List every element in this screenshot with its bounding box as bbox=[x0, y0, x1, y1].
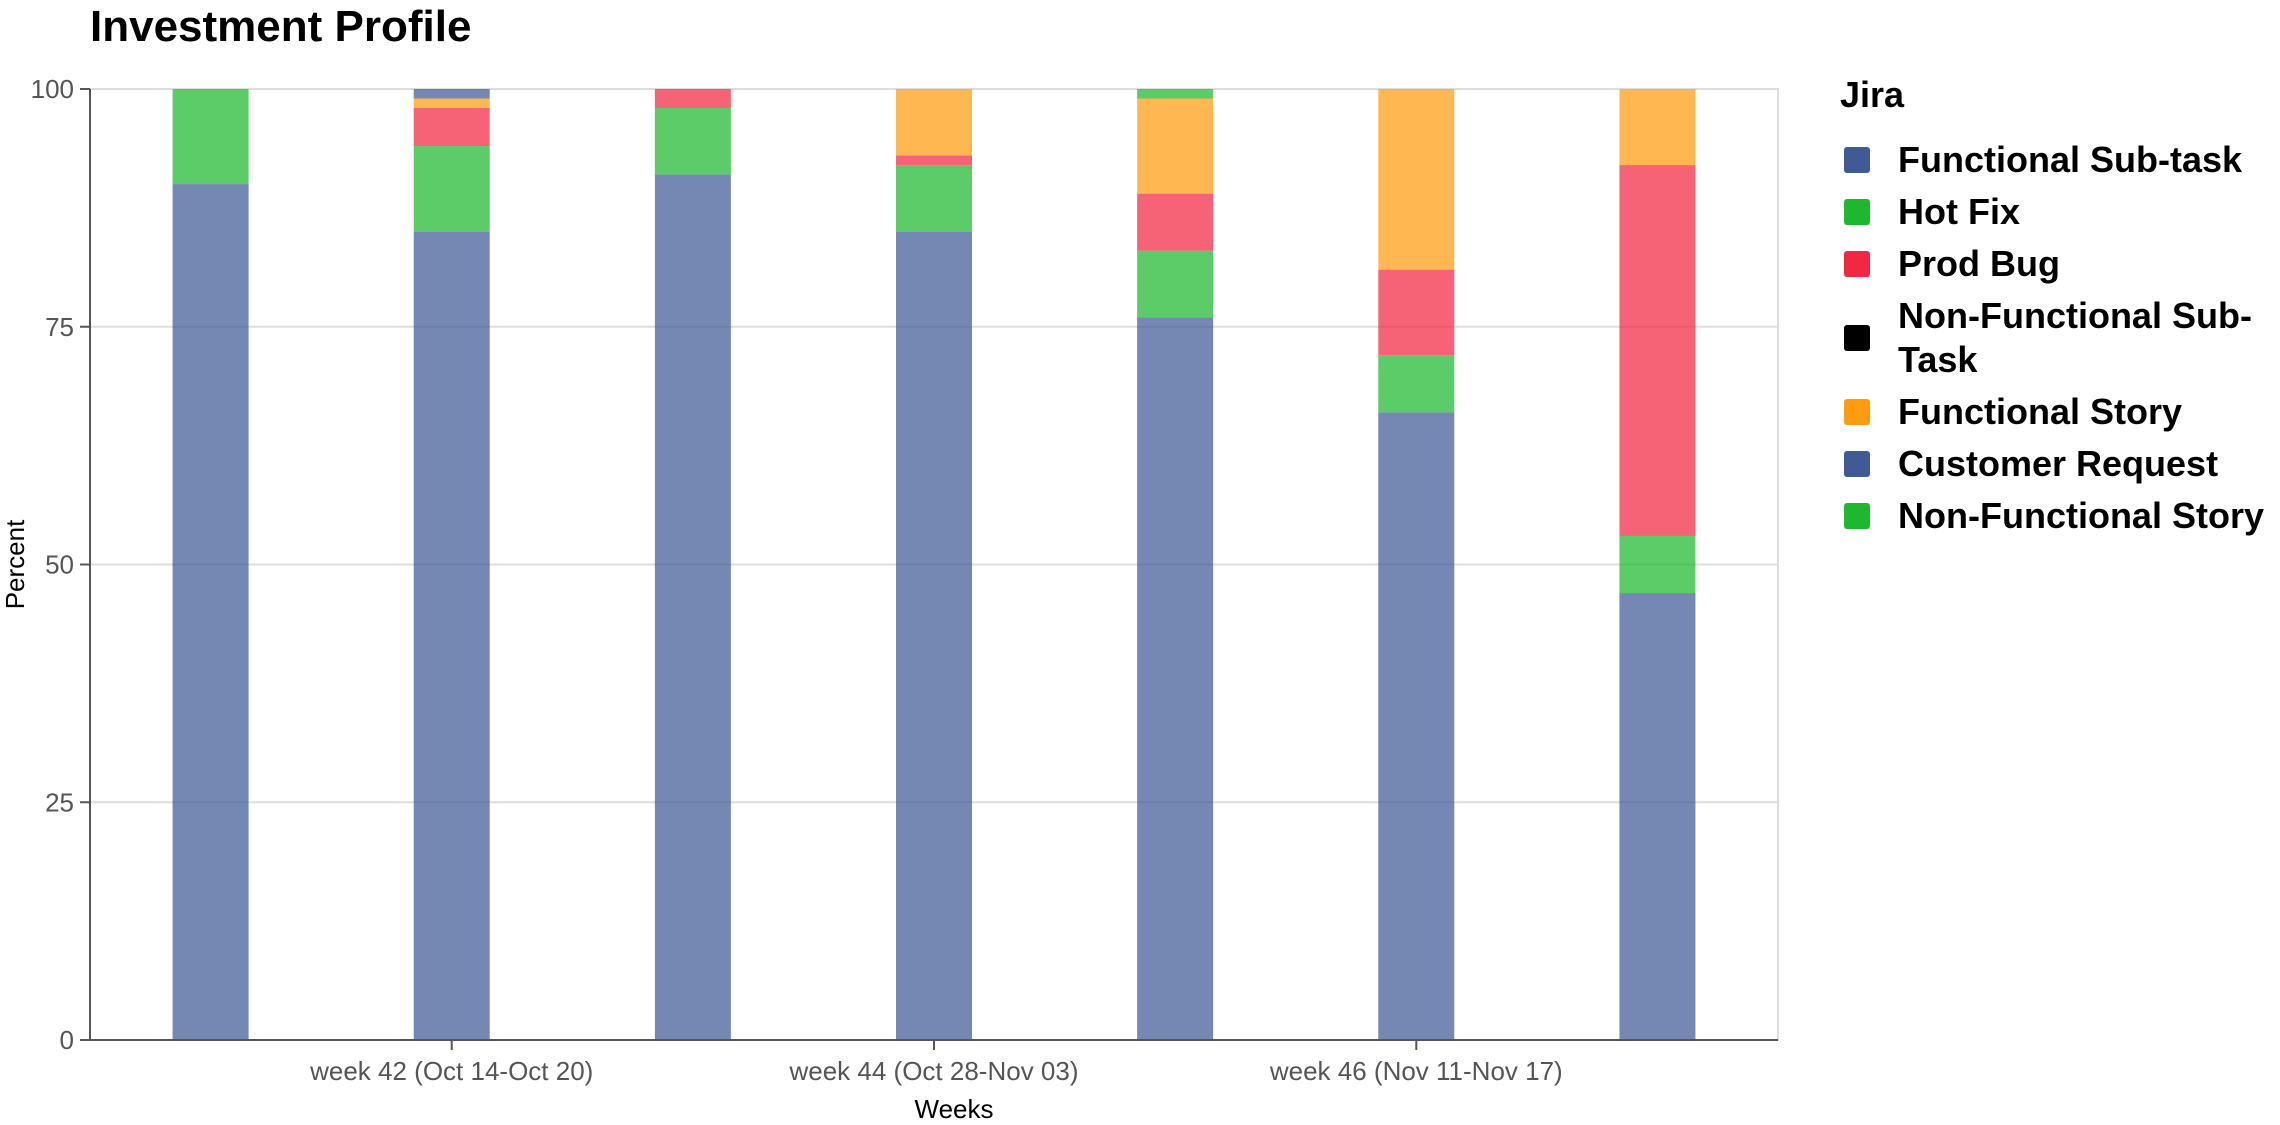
legend-label: Non-Functional Sub-Task bbox=[1898, 295, 2252, 380]
legend-label: Non-Functional Story bbox=[1898, 495, 2264, 536]
bar-segment-hot-fix bbox=[172, 89, 249, 185]
y-tick-label: 25 bbox=[45, 787, 74, 817]
legend-item: Customer Request bbox=[1840, 442, 2280, 486]
x-tick-label: week 44 (Oct 28-Nov 03) bbox=[788, 1056, 1078, 1086]
chart-title: Investment Profile bbox=[90, 2, 472, 51]
legend-swatch bbox=[1844, 147, 1870, 173]
bar-segment-hot-fix bbox=[896, 165, 972, 232]
bar-segment-prod-bug bbox=[1137, 193, 1214, 251]
legend-swatch bbox=[1844, 503, 1870, 529]
x-tick-label: week 42 (Oct 14-Oct 20) bbox=[309, 1056, 593, 1086]
bar-segment-prod-bug bbox=[1378, 269, 1455, 356]
bar-segment-hot-fix bbox=[1378, 355, 1455, 413]
bar-segment-hot-fix bbox=[1137, 250, 1214, 318]
legend-swatch bbox=[1844, 325, 1870, 351]
y-tick-label: 75 bbox=[45, 312, 74, 342]
bar-segment-functional-sub-task bbox=[1137, 317, 1214, 1040]
bar-segment-functional-sub-task bbox=[896, 231, 972, 1040]
y-axis-title: Percent bbox=[0, 519, 30, 609]
legend-swatch bbox=[1844, 399, 1870, 425]
legend-swatch bbox=[1844, 199, 1870, 225]
bar-segment-functional-story bbox=[413, 98, 490, 109]
y-tick-label: 0 bbox=[60, 1025, 74, 1055]
x-axis-title: Weeks bbox=[915, 1094, 994, 1124]
bar-segment-prod-bug bbox=[413, 108, 490, 147]
legend-item: Functional Story bbox=[1840, 390, 2280, 434]
bar-segment-functional-sub-task bbox=[1378, 412, 1455, 1041]
legend-swatch bbox=[1844, 251, 1870, 277]
legend-title: Jira bbox=[1840, 74, 1905, 115]
legend-label: Customer Request bbox=[1898, 443, 2219, 484]
legend-item: Non-Functional Story bbox=[1840, 494, 2280, 538]
bar-segment-functional-story bbox=[1378, 89, 1455, 270]
bar-segment-functional-sub-task bbox=[413, 231, 490, 1040]
legend-label: Hot Fix bbox=[1898, 191, 2020, 232]
stacked-bar-chart: 0 25 50 75 100 week 42 (Oct 14-Oct 20) week 44… bbox=[0, 74, 1779, 1124]
bar-segment-functional-sub-task bbox=[1619, 593, 1696, 1040]
bar-segment-functional-sub-task bbox=[654, 174, 731, 1041]
bar-segment-prod-bug bbox=[1619, 165, 1696, 536]
y-tick-label: 100 bbox=[31, 74, 74, 104]
x-tick-label: week 46 (Nov 11-Nov 17) bbox=[1269, 1056, 1563, 1086]
bar-segment-functional-story bbox=[1619, 89, 1696, 166]
bar-segment-hot-fix bbox=[1619, 535, 1696, 594]
bar-segment-non-functional-story bbox=[1137, 89, 1214, 99]
legend-items: Functional Sub-task Hot Fix Prod Bug Non-Fu… bbox=[1840, 138, 2280, 538]
bar-segment-hot-fix bbox=[413, 146, 490, 232]
bar-segment-functional-story bbox=[1137, 98, 1214, 194]
bar-segment-functional-sub-task bbox=[172, 184, 249, 1041]
legend-item: Hot Fix bbox=[1840, 190, 2280, 234]
legend-label: Functional Sub-task bbox=[1898, 139, 2243, 180]
bar-segment-hot-fix bbox=[654, 108, 731, 175]
bar-segment-functional-story bbox=[896, 89, 972, 156]
legend-item: Non-Functional Sub-Task bbox=[1840, 294, 2280, 382]
legend-label: Prod Bug bbox=[1898, 243, 2060, 284]
bar-segment-customer-request bbox=[413, 89, 490, 99]
legend: Jira Functional Sub-task Hot Fix Prod Bug N… bbox=[1840, 74, 2280, 546]
legend-item: Functional Sub-task bbox=[1840, 138, 2280, 182]
legend-swatch bbox=[1844, 451, 1870, 477]
legend-item: Prod Bug bbox=[1840, 242, 2280, 286]
y-tick-label: 50 bbox=[45, 550, 74, 580]
bar-segment-prod-bug bbox=[896, 155, 972, 166]
bar-segment-prod-bug bbox=[654, 89, 731, 109]
legend-label: Functional Story bbox=[1898, 391, 2183, 432]
